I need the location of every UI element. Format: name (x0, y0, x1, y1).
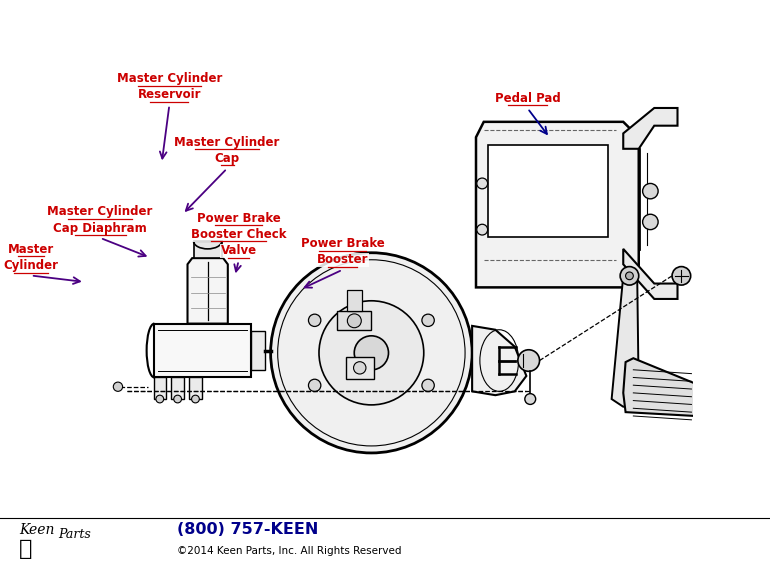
Polygon shape (476, 122, 639, 287)
Circle shape (643, 214, 658, 230)
Circle shape (192, 395, 199, 403)
Circle shape (354, 336, 389, 370)
Text: Reservoir: Reservoir (138, 89, 201, 101)
Text: Pedal Pad: Pedal Pad (494, 92, 561, 105)
Circle shape (620, 266, 639, 285)
Text: Cap: Cap (215, 152, 239, 165)
Text: Cylinder: Cylinder (3, 259, 59, 272)
Circle shape (174, 395, 182, 403)
Text: ©2014 Keen Parts, Inc. All Rights Reserved: ©2014 Keen Parts, Inc. All Rights Reserv… (177, 546, 402, 556)
Polygon shape (337, 311, 371, 331)
Polygon shape (623, 108, 678, 149)
Polygon shape (623, 249, 678, 299)
Polygon shape (153, 378, 166, 399)
Circle shape (113, 382, 122, 391)
Polygon shape (188, 258, 228, 324)
Text: Master Cylinder: Master Cylinder (175, 136, 280, 149)
Circle shape (643, 184, 658, 199)
Circle shape (353, 362, 366, 374)
Circle shape (309, 314, 321, 327)
Text: Master: Master (8, 243, 54, 256)
Text: Power Brake: Power Brake (301, 237, 384, 250)
Polygon shape (193, 241, 222, 258)
Circle shape (347, 314, 361, 328)
Circle shape (422, 379, 434, 391)
Circle shape (625, 272, 633, 280)
Polygon shape (189, 378, 202, 399)
Circle shape (156, 395, 164, 403)
Polygon shape (346, 290, 362, 311)
Circle shape (477, 224, 487, 235)
Circle shape (518, 350, 540, 371)
Polygon shape (487, 145, 608, 237)
Text: Booster: Booster (317, 254, 368, 266)
Polygon shape (472, 326, 527, 395)
Circle shape (672, 266, 691, 285)
Text: Master Cylinder: Master Cylinder (117, 72, 222, 85)
Polygon shape (154, 324, 251, 378)
Text: Keen: Keen (19, 523, 55, 537)
Text: Booster Check: Booster Check (191, 228, 286, 241)
Text: (800) 757-KEEN: (800) 757-KEEN (177, 522, 319, 537)
Circle shape (422, 314, 434, 327)
Circle shape (309, 379, 321, 391)
Polygon shape (172, 378, 184, 399)
Polygon shape (251, 331, 265, 370)
Circle shape (525, 394, 536, 404)
Polygon shape (611, 276, 643, 406)
Text: 🚗: 🚗 (19, 538, 32, 559)
Circle shape (319, 301, 424, 405)
Text: Parts: Parts (58, 529, 91, 541)
Text: Valve: Valve (221, 244, 256, 257)
Circle shape (270, 253, 472, 453)
Text: Master Cylinder: Master Cylinder (48, 206, 152, 218)
Polygon shape (623, 358, 703, 416)
Polygon shape (346, 357, 373, 379)
Circle shape (477, 178, 487, 189)
Text: Cap Diaphram: Cap Diaphram (53, 222, 147, 234)
Text: Power Brake: Power Brake (197, 212, 280, 225)
